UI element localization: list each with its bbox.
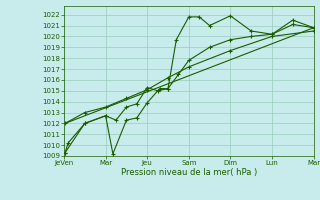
X-axis label: Pression niveau de la mer( hPa ): Pression niveau de la mer( hPa ): [121, 168, 257, 177]
